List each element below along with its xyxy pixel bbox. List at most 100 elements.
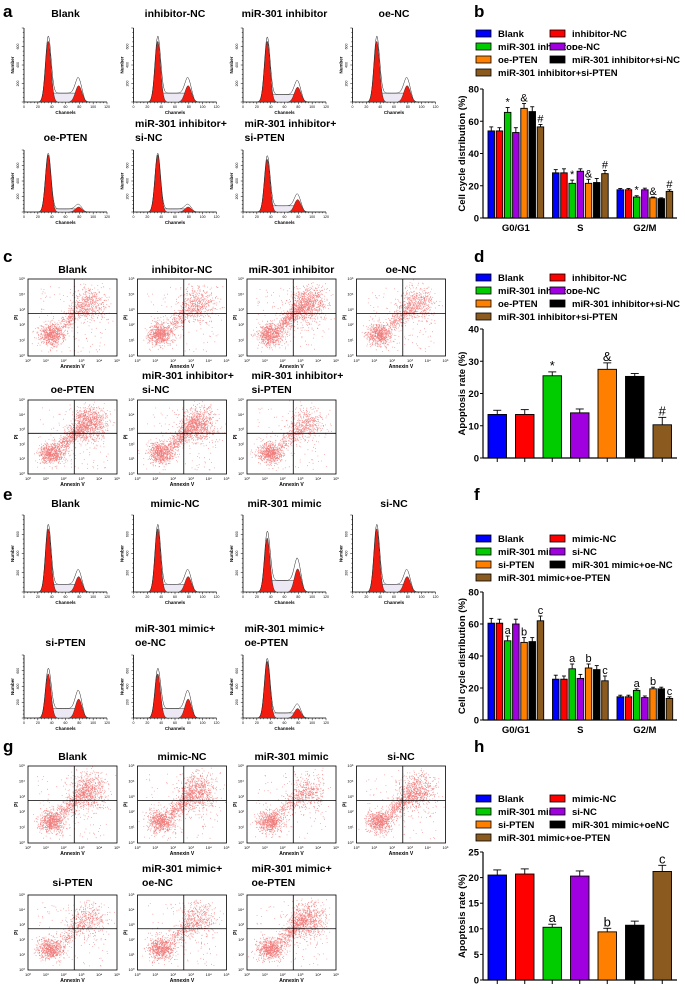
plot-title-line: miR-301 inhibitor+: [142, 370, 234, 382]
x-tick-label: 120: [104, 105, 110, 109]
bar: [597, 931, 617, 981]
x-axis-label: Channels: [384, 110, 405, 115]
y-tick-label: 10⁴: [238, 412, 244, 417]
bar: [624, 189, 633, 219]
y-tick-label: 600: [126, 163, 130, 169]
legend-label: si-PTEN: [498, 560, 535, 571]
y-tick-label: 10³: [238, 427, 244, 432]
y-tick-label: 10⁰: [238, 967, 244, 972]
x-tick-label: 40: [159, 595, 163, 599]
y-tick-label: 10⁰: [347, 353, 353, 358]
y-tick-label: 10⁵: [238, 892, 244, 897]
y-axis-label: Apoptosis rate (%): [457, 874, 468, 958]
fit-envelope: [37, 524, 91, 593]
x-tick-label: 80: [296, 595, 300, 599]
x-axis-label: Annexin V: [170, 364, 195, 370]
y-axis-label: Number: [339, 545, 344, 562]
x-tick-label: 10³: [298, 476, 304, 481]
x-tick-label: 80: [406, 105, 410, 109]
x-tick-label: 80: [77, 595, 81, 599]
y-tick-label: 5: [474, 950, 480, 961]
y-tick-label: 200: [235, 194, 239, 200]
bar-chart-h: Blank mimic-NC miR-301 mimic si-NC si-PTEN mi…: [457, 794, 677, 987]
cell-cycle-histogram: miR-301 mimic+ oe-NC 0 20 40 60 80 100 120 200 400…: [120, 623, 220, 731]
bar: [616, 189, 624, 219]
x-axis-label: Annexin V: [170, 851, 195, 857]
x-tick-label: 10²: [61, 972, 67, 977]
y-tick-label: 0: [474, 454, 479, 465]
fit-envelope: [147, 35, 200, 103]
x-tick-label: 10⁵: [442, 358, 448, 363]
legend-item: miR-301 mimic+oe-PTEN: [475, 573, 610, 584]
y-tick-label: 20: [468, 181, 479, 192]
x-tick-label: 80: [77, 105, 81, 109]
significance-mark: a: [549, 910, 557, 925]
y-tick-label: 10¹: [19, 952, 25, 957]
x-axis-label: Channels: [165, 110, 186, 115]
x-tick-label: 10²: [389, 845, 395, 850]
y-axis-label: Number: [229, 678, 234, 695]
x-tick-label: 10²: [170, 845, 176, 850]
x-tick-label: 120: [433, 105, 439, 109]
y-tick-label: 600: [345, 44, 349, 50]
legend-label: oe-PTEN: [498, 299, 538, 310]
x-tick-label: 10¹: [262, 476, 268, 481]
x-tick-label: 80: [296, 721, 300, 725]
x-tick-label: 20: [364, 595, 368, 599]
y-tick-label: 10⁵: [19, 892, 25, 897]
legend-label: mimic-NC: [572, 794, 616, 805]
bar: [495, 130, 504, 219]
plot-title: si-NC: [387, 751, 415, 763]
x-axis-label: Annexin V: [279, 978, 304, 984]
bar: [568, 668, 576, 721]
x-tick-label: 100: [90, 215, 96, 219]
significance-mark: c: [538, 605, 544, 617]
significance-mark: *: [506, 97, 511, 109]
plot-title: miR-301 mimic: [247, 498, 321, 510]
plot-title-line: si-NC: [142, 384, 170, 396]
significance-mark: *: [570, 169, 575, 181]
fit-envelope: [147, 524, 200, 593]
x-tick-label: 10⁴: [425, 358, 431, 363]
legend-item: si-PTEN: [475, 560, 535, 571]
legend-swatch: [475, 312, 492, 321]
x-tick-label: 10³: [79, 358, 85, 363]
plot-title-line: miR-301 mimic+: [252, 863, 332, 875]
x-tick-label: 10⁴: [96, 476, 102, 481]
y-tick-label: 10⁰: [238, 353, 244, 358]
fit-envelope: [37, 668, 91, 719]
legend-item: oe-PTEN: [475, 55, 538, 66]
x-tick-label: 10³: [188, 972, 194, 977]
y-axis-label: Number: [120, 56, 125, 73]
y-tick-label: 400: [235, 62, 239, 68]
bar: [593, 669, 601, 721]
x-tick-label: 40: [50, 595, 54, 599]
x-tick-label: 10⁰: [25, 476, 31, 481]
y-tick-label: 10⁰: [128, 471, 134, 476]
x-tick-label: 10⁵: [114, 972, 120, 977]
y-tick-label: 200: [345, 570, 349, 576]
significance-mark: b: [604, 914, 611, 929]
x-axis-label: Annexin V: [279, 364, 304, 370]
y-tick-label: 600: [126, 44, 130, 50]
x-tick-label: 20: [36, 105, 40, 109]
bar: [542, 926, 562, 981]
legend-swatch: [549, 807, 566, 816]
x-tick-label: 10¹: [152, 358, 158, 363]
x-tick-label: 10³: [407, 358, 413, 363]
bar: [570, 875, 590, 981]
x-tick-label: 100: [90, 721, 96, 725]
x-tick-label: 100: [90, 105, 96, 109]
legend-item: miR-301 inhibitor: [475, 286, 576, 297]
bar: [568, 182, 576, 219]
y-tick-label: 25: [468, 848, 479, 859]
plot-title-line: miR-301 mimic+: [245, 623, 325, 635]
x-tick-label: 20: [145, 595, 149, 599]
x-tick-label: 10²: [280, 972, 286, 977]
significance-mark: #: [537, 113, 544, 125]
legend-swatch: [475, 29, 492, 38]
legend-item: miR-301 inhibitor: [475, 42, 576, 53]
x-axis-label: Annexin V: [389, 364, 414, 370]
bar: [536, 620, 545, 721]
